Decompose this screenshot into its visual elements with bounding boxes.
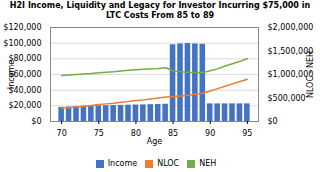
svg-text:80: 80 [131, 129, 141, 138]
svg-text:$2,000,000: $2,000,000 [268, 23, 314, 32]
svg-text:$40,000: $40,000 [8, 85, 42, 95]
html-text:H2I Income, Liquidity and Lega: H2I Income, Liquidity and Legacy for Inv… [9, 1, 311, 20]
svg-text:$20,000: $20,000 [8, 101, 41, 110]
html-text:Income: Income [107, 159, 138, 168]
svg-text:$120,000: $120,000 [3, 23, 41, 32]
svg-text:Age: Age [147, 137, 163, 146]
svg-text:90: 90 [205, 129, 215, 138]
svg-text:$1,500,000: $1,500,000 [267, 46, 314, 56]
svg-text:$80,000: $80,000 [8, 54, 42, 64]
svg-text:85: 85 [168, 129, 178, 138]
svg-text:$100,000: $100,000 [3, 39, 41, 48]
svg-text:$1,000,000: $1,000,000 [267, 70, 314, 80]
svg-text:95: 95 [242, 129, 252, 138]
svg-text:$0: $0 [268, 117, 278, 126]
svg-text:$0: $0 [31, 117, 41, 126]
svg-text:70: 70 [57, 129, 67, 138]
svg-text:$500,000: $500,000 [268, 94, 306, 103]
html-text:NLOC: NLOC [157, 159, 180, 168]
svg-text:Income: Income [7, 60, 16, 90]
svg-text:NLOC - NEH: NLOC - NEH [306, 51, 315, 98]
html-text:NEH: NEH [199, 159, 217, 168]
svg-text:$60,000: $60,000 [8, 70, 42, 80]
svg-text:75: 75 [94, 129, 104, 138]
